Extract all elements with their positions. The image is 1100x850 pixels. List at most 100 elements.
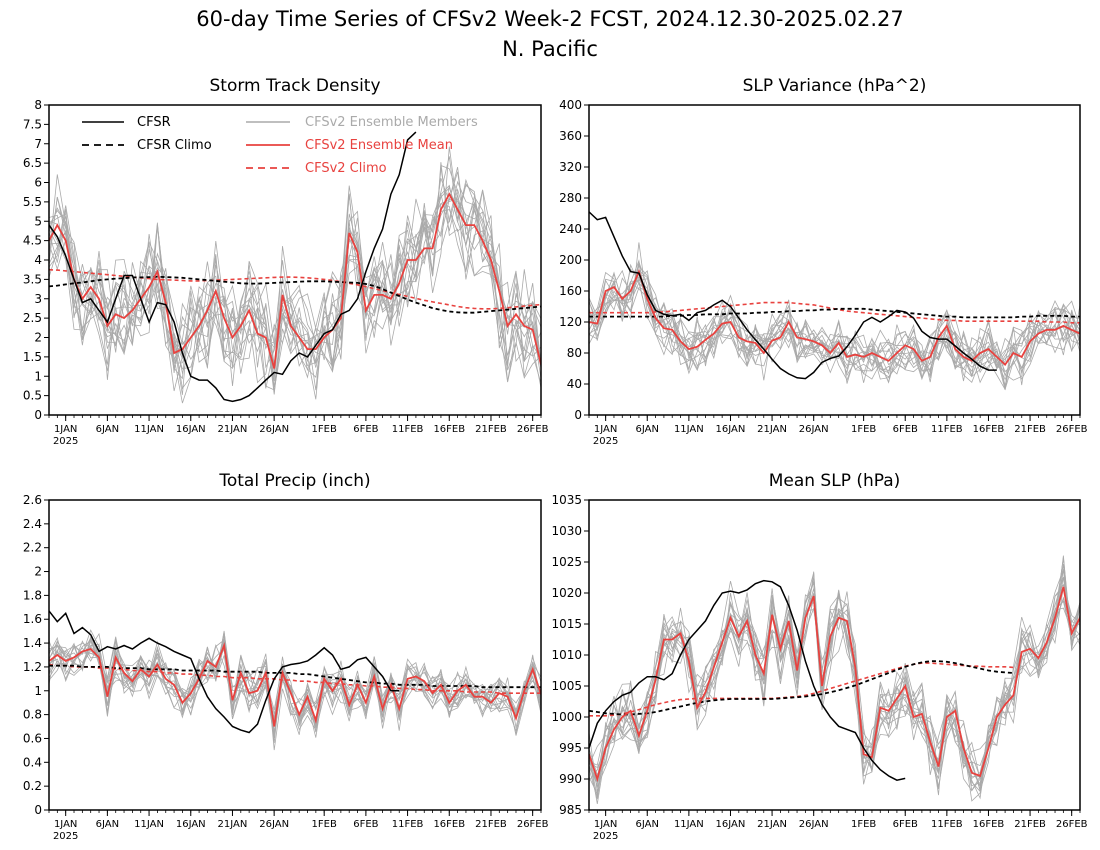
slp-variance-xtick-label: 26JAN [799,424,829,435]
slp-variance-ytick-label: 120 [559,315,582,329]
total-precip-xtick-label: 21JAN [218,819,248,830]
slp-variance-member-line [589,269,1080,380]
storm-track-density-title: Storm Track Density [209,76,380,96]
total-precip-cfsr-climo-line [49,664,541,689]
slp-variance-ens-mean-line [589,268,1080,366]
mean-slp-member-line [589,581,1080,792]
total-precip-member-line [49,640,541,733]
storm-track-density-xtick-label: 26FEB [517,424,549,435]
storm-track-density-ytick-label: 2 [34,331,42,345]
figure-subtitle: N. Pacific [502,37,598,61]
slp-variance-xtick-label: 21FEB [1014,424,1046,435]
slp-variance-frame [588,104,1081,416]
mean-slp-plot-area [589,555,1080,804]
slp-variance-ytick-label: 360 [559,129,582,143]
total-precip-member-line [49,632,541,731]
storm-track-density-member-line [49,162,541,391]
legend: CFSR CFSR Climo CFSv2 Ensemble Members C… [82,115,478,176]
mean-slp-ytick-label: 985 [559,803,582,817]
total-precip-xtick-label: 6JAN [96,819,119,830]
total-precip-cfsr-line [49,610,400,734]
slp-variance-panel: SLP Variance (hPa^2) 0 40 80 120 160 200 240 280… [559,76,1088,447]
total-precip-ens-mean-line [49,642,541,727]
slp-variance-member-line [589,242,1080,384]
slp-variance-title: SLP Variance (hPa^2) [743,76,927,96]
storm-track-density-ytick-label: 6.5 [23,156,42,170]
mean-slp-xtick-label: 26JAN [799,819,829,830]
total-precip-ytick-label: 0.4 [23,755,42,769]
total-precip-xtick-label: 11JAN [134,819,164,830]
storm-track-density-xtick-label: 16FEB [433,424,465,435]
total-precip-ytick-label: 1.8 [23,588,42,602]
total-precip-ytick-label: 0.6 [23,731,42,745]
total-precip-plot-area [49,610,541,751]
mean-slp-member-line [589,569,1080,783]
total-precip-xtick-label: 26FEB [517,819,549,830]
slp-variance-xtick-label: 11FEB [931,424,963,435]
figure-title: 60-day Time Series of CFSv2 Week-2 FCST,… [196,7,903,31]
slp-variance-ytick-label: 40 [567,377,582,391]
storm-track-density-member-line [49,202,541,395]
storm-track-density-member-line [49,146,541,384]
mean-slp-cfsr-climo-line [589,660,1014,716]
storm-track-density-ytick-label: 5 [34,214,42,228]
storm-track-density-cfsv2-climo-line [49,268,541,310]
total-precip-ytick-label: 1.4 [23,636,42,650]
storm-track-density-cfsr-line [49,131,417,403]
storm-track-density-ytick-label: 4.5 [23,234,42,248]
mean-slp-xtick-label: 1JAN [594,819,617,830]
slp-variance-xtick-label: 11JAN [674,424,704,435]
storm-track-density-member-line [49,184,541,373]
storm-track-density-xtick-label: 6JAN [96,424,119,435]
mean-slp-ytick-label: 1030 [551,524,582,538]
storm-track-density-ytick-label: 2.5 [23,311,42,325]
total-precip-xtick-label: 26JAN [259,819,289,830]
total-precip-cfsv2-climo-line [49,663,541,694]
slp-variance-xtick-label: 21JAN [757,424,787,435]
total-precip-xtick-label: 16FEB [433,819,465,830]
slp-variance-plot-area [589,211,1080,391]
slp-variance-xtick-label: 1JAN [594,424,617,435]
mean-slp-ytick-label: 1025 [551,555,582,569]
total-precip-ytick-label: 1 [34,684,42,698]
slp-variance-member-line [589,259,1080,381]
mean-slp-year-label: 2025 [593,831,618,842]
slp-variance-member-line [589,269,1080,388]
total-precip-xtick-label: 1JAN [54,819,77,830]
legend-label-ens-mean: CFSv2 Ensemble Mean [305,138,453,153]
total-precip-ytick-label: 1.6 [23,612,42,626]
total-precip-panel: Total Precip (inch) 0 0.2 0.4 0.6 0.8 1 1.2 1.4 1… [23,471,549,842]
mean-slp-member-line [589,592,1080,788]
total-precip-ytick-label: 0 [34,803,42,817]
storm-track-density-ytick-label: 7.5 [23,117,42,131]
mean-slp-ytick-label: 1005 [551,679,582,693]
storm-track-density-panel: Storm Track Density 0 0.5 1 1.5 2 2.5 3 3.5 4 4.5 5… [23,76,549,447]
mean-slp-ytick-label: 1000 [551,710,582,724]
legend-label-cfsr: CFSR [137,115,171,130]
total-precip-xtick-label: 1FEB [312,819,337,830]
total-precip-ytick-label: 1.2 [23,660,42,674]
mean-slp-xtick-label: 11JAN [674,819,704,830]
storm-track-density-ytick-label: 0.5 [23,389,42,403]
total-precip-ytick-label: 2.4 [23,517,42,531]
slp-variance-xtick-label: 16JAN [716,424,746,435]
total-precip-member-line [49,643,541,751]
storm-track-density-ytick-label: 8 [34,98,42,112]
storm-track-density-member-line [49,180,541,395]
total-precip-year-label: 2025 [53,831,78,842]
mean-slp-member-line [589,569,1080,792]
mean-slp-xtick-label: 11FEB [931,819,963,830]
storm-track-density-ytick-label: 4 [34,253,42,267]
storm-track-density-ytick-label: 3.5 [23,272,42,286]
storm-track-density-plot-area [49,131,541,404]
mean-slp-ytick-label: 1010 [551,648,582,662]
mean-slp-ytick-label: 990 [559,772,582,786]
storm-track-density-member-line [49,171,541,404]
mean-slp-ens-mean-line [589,586,1080,783]
mean-slp-panel: Mean SLP (hPa) 985 990 995 1000 1005 1010 1015 1… [551,471,1087,842]
slp-variance-xtick-label: 26FEB [1056,424,1088,435]
mean-slp-title: Mean SLP (hPa) [769,471,901,491]
total-precip-ytick-label: 2 [34,565,42,579]
storm-track-density-member-line [49,201,541,380]
